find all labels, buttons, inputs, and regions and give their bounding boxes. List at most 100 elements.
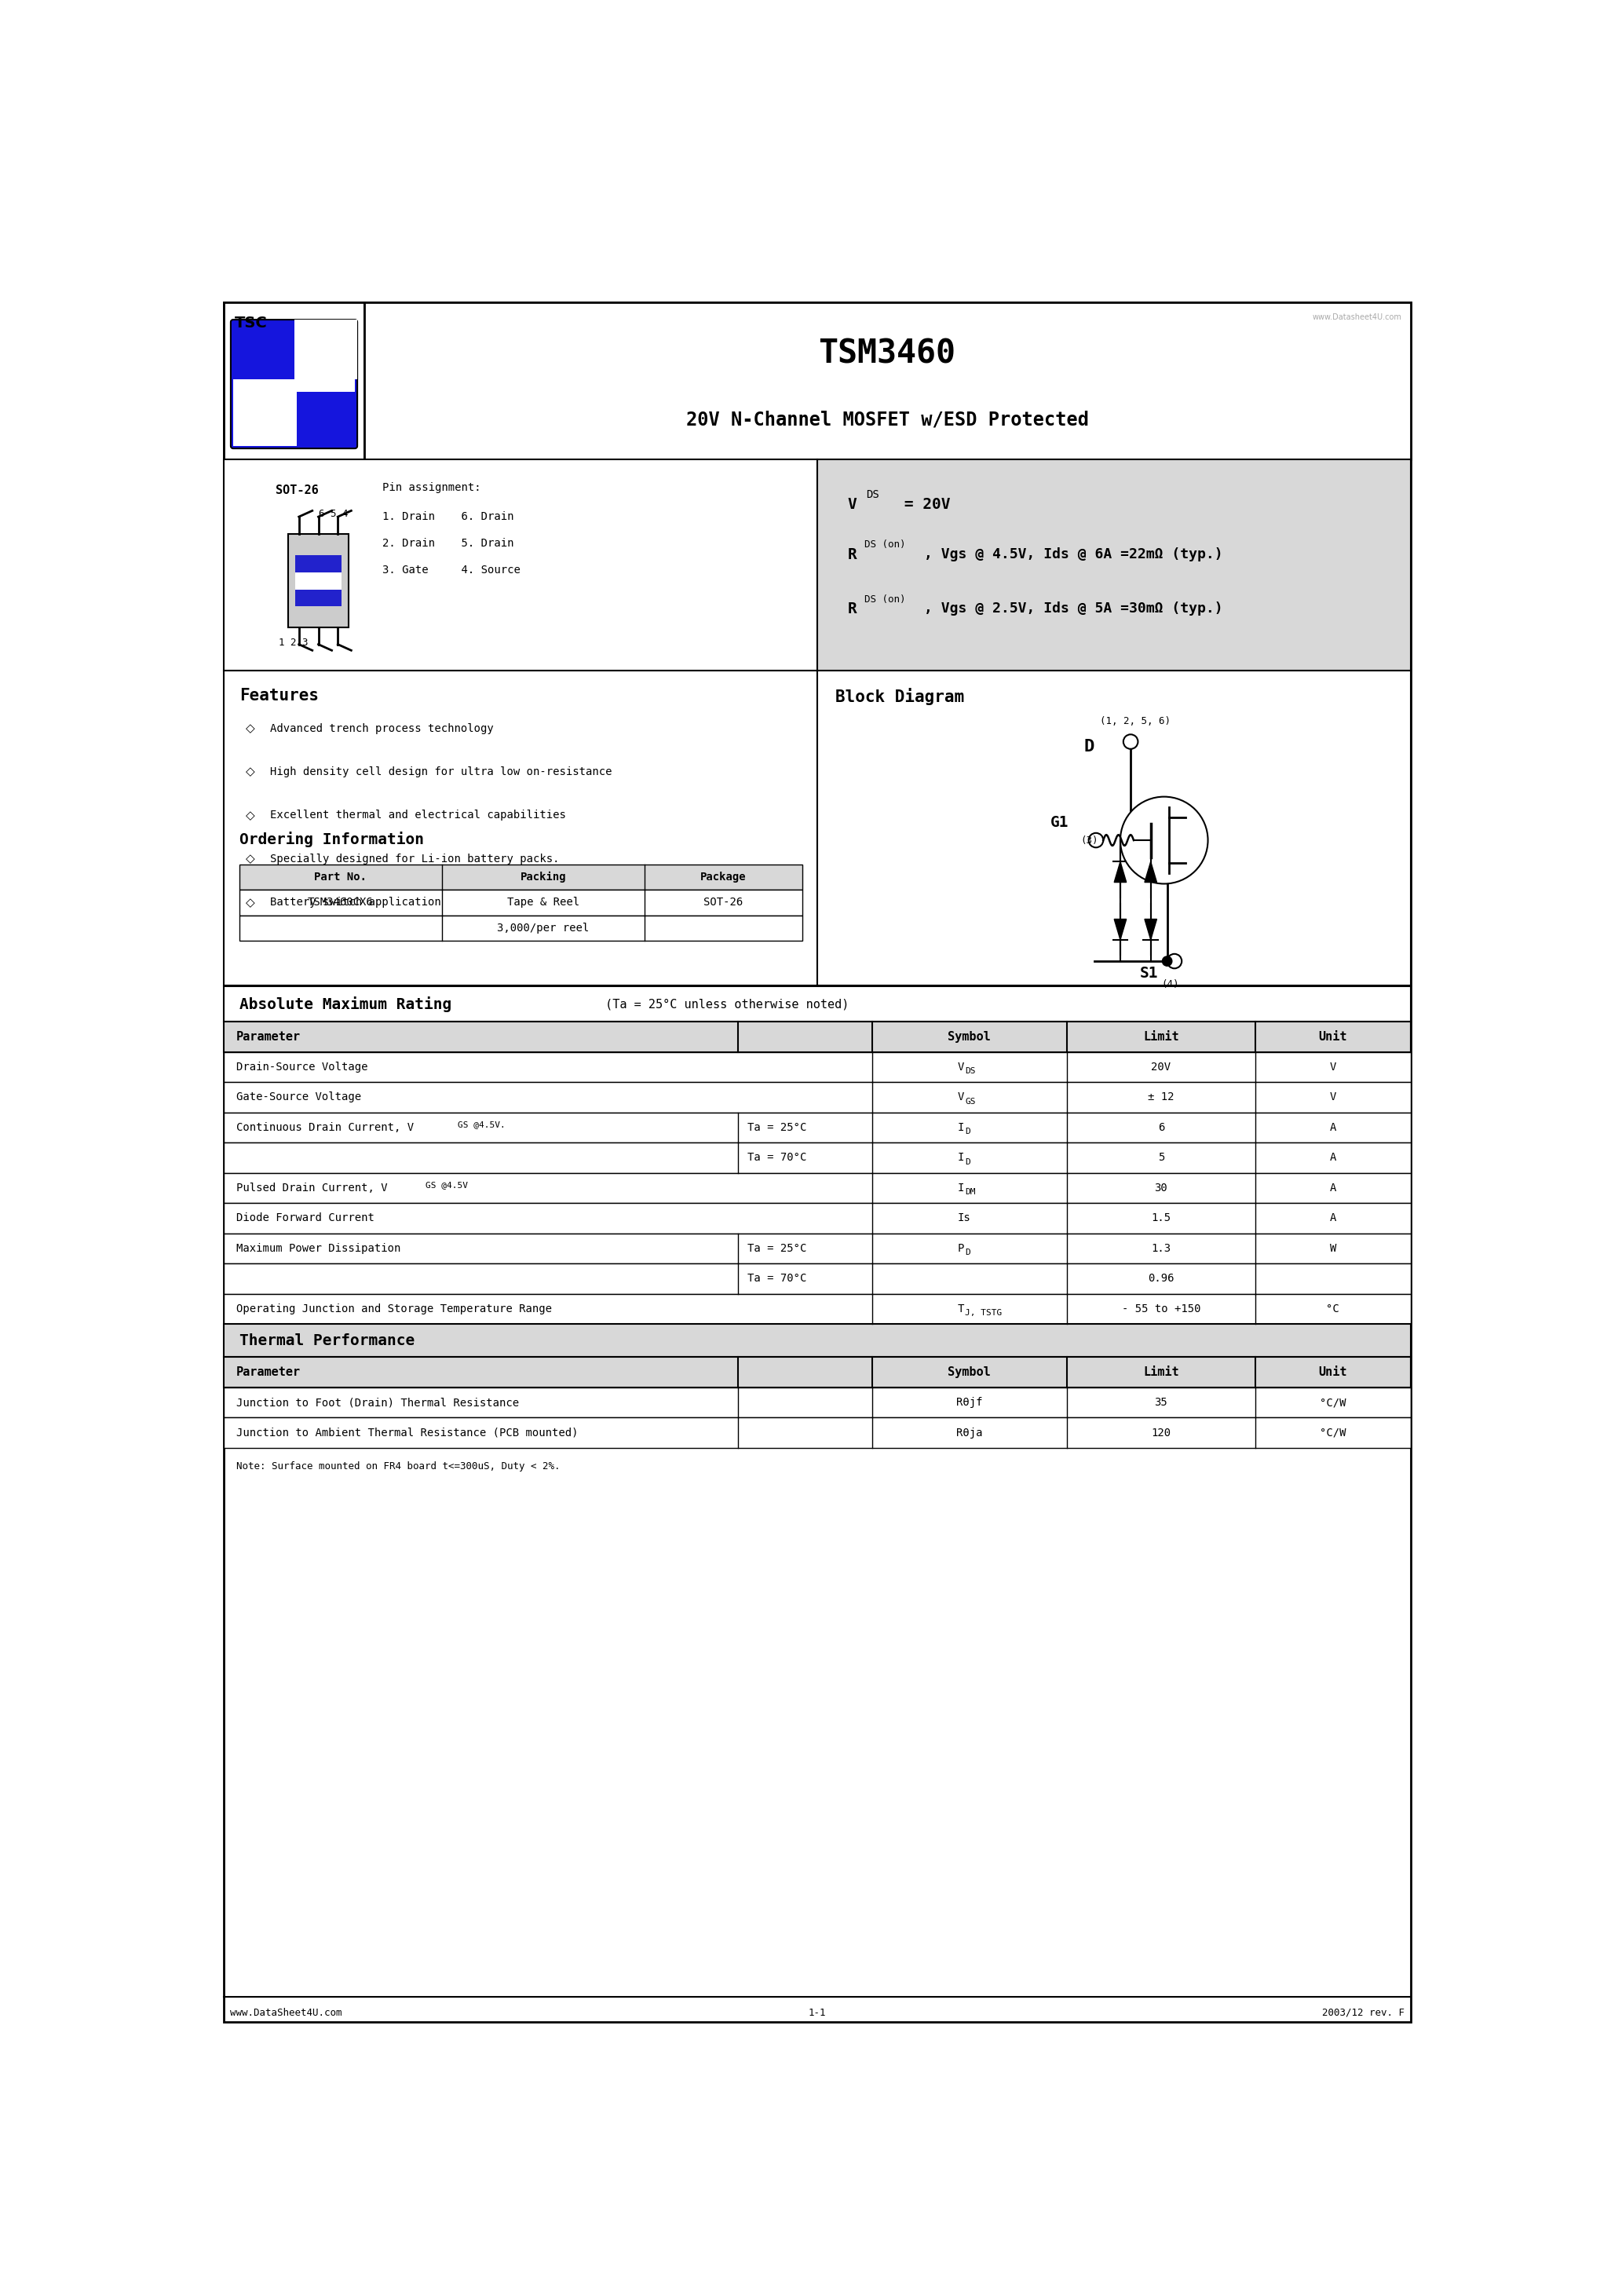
Bar xyxy=(224,1325,1411,1357)
Text: D: D xyxy=(965,1127,970,1137)
Text: °C: °C xyxy=(1327,1304,1340,1313)
Text: Package: Package xyxy=(701,872,746,882)
Text: 6: 6 xyxy=(1158,1123,1165,1132)
Bar xyxy=(224,987,1411,1022)
Circle shape xyxy=(1163,957,1173,967)
Circle shape xyxy=(1168,953,1182,969)
Text: ◇: ◇ xyxy=(245,854,255,866)
Text: Operating Junction and Storage Temperature Range: Operating Junction and Storage Temperatu… xyxy=(237,1304,551,1313)
Text: I: I xyxy=(957,1153,963,1164)
Bar xyxy=(224,459,817,670)
Text: ◇: ◇ xyxy=(245,810,255,822)
Text: Is: Is xyxy=(957,1212,970,1224)
Text: Absolute Maximum Rating: Absolute Maximum Rating xyxy=(240,996,451,1013)
Text: Limit: Limit xyxy=(1144,1031,1179,1042)
Text: D: D xyxy=(965,1249,970,1256)
Text: J, TSTG: J, TSTG xyxy=(965,1309,1002,1318)
Text: Limit: Limit xyxy=(1144,1366,1179,1378)
Text: Excellent thermal and electrical capabilities: Excellent thermal and electrical capabil… xyxy=(269,810,566,822)
Text: Ta = 70°C: Ta = 70°C xyxy=(748,1153,806,1164)
Polygon shape xyxy=(1114,861,1126,882)
Text: Tape & Reel: Tape & Reel xyxy=(508,898,579,907)
Text: Specially designed for Li-ion battery packs.: Specially designed for Li-ion battery pa… xyxy=(269,854,560,866)
Text: D: D xyxy=(1083,739,1095,755)
Text: Rθja: Rθja xyxy=(957,1428,983,1437)
Text: 3. Gate     4. Source: 3. Gate 4. Source xyxy=(383,565,521,576)
Bar xyxy=(295,572,342,590)
Text: A: A xyxy=(1330,1123,1337,1132)
Text: ± 12: ± 12 xyxy=(1148,1091,1174,1102)
Text: I: I xyxy=(957,1123,963,1132)
Text: ◇: ◇ xyxy=(245,767,255,778)
Text: 2003/12 rev. F: 2003/12 rev. F xyxy=(1322,2007,1405,2018)
Bar xyxy=(224,1081,1411,1111)
Text: Features: Features xyxy=(240,689,318,703)
Text: Ta = 25°C: Ta = 25°C xyxy=(748,1123,806,1132)
Text: I: I xyxy=(957,1182,963,1194)
Text: 1-1: 1-1 xyxy=(808,2007,826,2018)
Bar xyxy=(224,1173,1411,1203)
Text: 3,000/per reel: 3,000/per reel xyxy=(498,923,589,934)
Text: Junction to Foot (Drain) Thermal Resistance: Junction to Foot (Drain) Thermal Resista… xyxy=(237,1396,519,1407)
Text: 1.3: 1.3 xyxy=(1152,1242,1171,1254)
Text: 1.5: 1.5 xyxy=(1152,1212,1171,1224)
Text: Part No.: Part No. xyxy=(315,872,367,882)
Text: Unit: Unit xyxy=(1319,1366,1348,1378)
Bar xyxy=(289,533,349,627)
Text: TSC: TSC xyxy=(235,315,268,331)
Bar xyxy=(224,1203,1411,1233)
Text: Packing: Packing xyxy=(521,872,566,882)
Text: DS: DS xyxy=(866,489,879,501)
Text: Ta = 25°C: Ta = 25°C xyxy=(748,1242,806,1254)
Bar xyxy=(224,1293,1411,1325)
Text: Note: Surface mounted on FR4 board t<=300uS, Duty < 2%.: Note: Surface mounted on FR4 board t<=30… xyxy=(237,1460,560,1472)
Text: DS: DS xyxy=(965,1068,976,1075)
Text: Unit: Unit xyxy=(1319,1031,1348,1042)
Text: R: R xyxy=(848,546,856,563)
Text: A: A xyxy=(1330,1212,1337,1224)
Bar xyxy=(224,1022,1411,1052)
Bar xyxy=(817,670,1411,985)
Text: 20V N-Channel MOSFET w/ESD Protected: 20V N-Channel MOSFET w/ESD Protected xyxy=(686,411,1088,429)
Text: 120: 120 xyxy=(1152,1428,1171,1437)
Text: (4): (4) xyxy=(1161,980,1179,990)
Polygon shape xyxy=(1114,918,1126,939)
Bar xyxy=(224,1387,1411,1417)
Text: 1 2 3: 1 2 3 xyxy=(279,638,308,647)
Text: , Vgs @ 2.5V, Ids @ 5A =30mΩ (typ.): , Vgs @ 2.5V, Ids @ 5A =30mΩ (typ.) xyxy=(925,602,1223,615)
Text: °C/W: °C/W xyxy=(1320,1396,1346,1407)
Bar xyxy=(224,1233,1411,1263)
Text: - 55 to +150: - 55 to +150 xyxy=(1121,1304,1200,1313)
Text: Rθjf: Rθjf xyxy=(957,1396,983,1407)
Bar xyxy=(240,863,801,891)
Text: A: A xyxy=(1330,1153,1337,1164)
Text: V: V xyxy=(957,1091,963,1102)
Bar xyxy=(363,303,1411,459)
Text: SOT-26: SOT-26 xyxy=(276,484,320,496)
FancyBboxPatch shape xyxy=(230,319,357,448)
Text: G1: G1 xyxy=(1051,815,1069,829)
Text: R: R xyxy=(848,602,856,615)
Text: W: W xyxy=(1330,1242,1337,1254)
Bar xyxy=(234,379,355,393)
Text: DS (on): DS (on) xyxy=(865,540,907,551)
Bar xyxy=(224,1417,1411,1449)
Text: Battery switch application: Battery switch application xyxy=(269,898,441,907)
Polygon shape xyxy=(1145,861,1156,882)
Text: V: V xyxy=(1330,1091,1337,1102)
Text: Thermal Performance: Thermal Performance xyxy=(240,1334,415,1348)
Text: °C/W: °C/W xyxy=(1320,1428,1346,1437)
Text: A: A xyxy=(1330,1182,1337,1194)
Bar xyxy=(294,319,357,379)
Text: www.DataSheet4U.com: www.DataSheet4U.com xyxy=(230,2007,342,2018)
Text: V: V xyxy=(957,1061,963,1072)
Text: 30: 30 xyxy=(1155,1182,1168,1194)
Text: Block Diagram: Block Diagram xyxy=(835,689,965,705)
Text: Maximum Power Dissipation: Maximum Power Dissipation xyxy=(237,1242,401,1254)
Bar xyxy=(224,1052,1411,1081)
Text: 5: 5 xyxy=(1158,1153,1165,1164)
Text: P: P xyxy=(957,1242,963,1254)
Text: 20V: 20V xyxy=(1152,1061,1171,1072)
Text: V: V xyxy=(1330,1061,1337,1072)
Text: 6 5 4: 6 5 4 xyxy=(318,510,347,519)
